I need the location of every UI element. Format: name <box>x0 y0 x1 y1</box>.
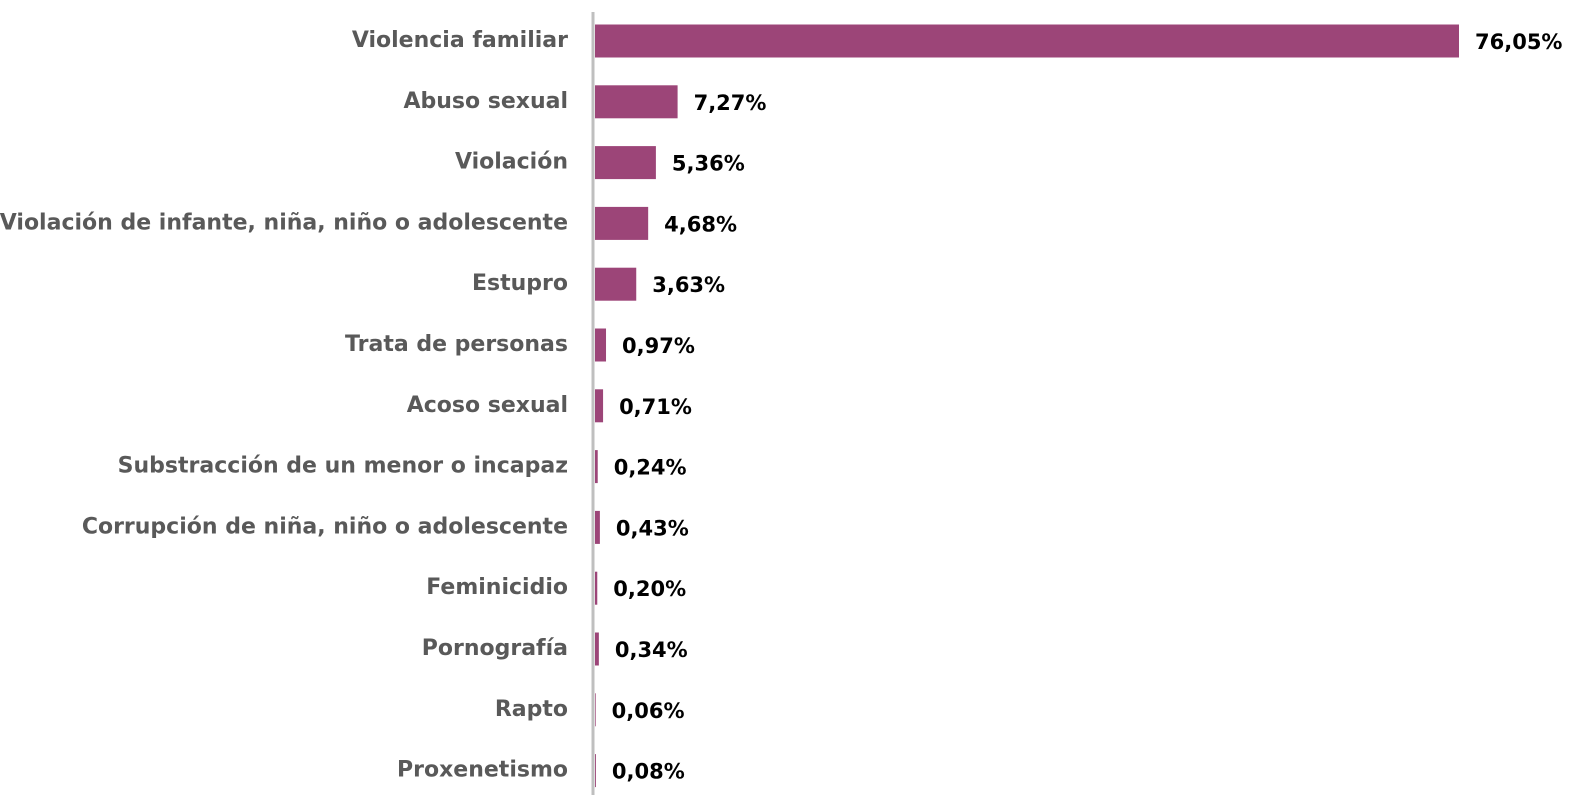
value-label: 0,06% <box>612 699 685 723</box>
category-label: Abuso sexual <box>403 89 568 114</box>
bar <box>595 450 598 484</box>
bar <box>595 754 596 788</box>
category-label: Acoso sexual <box>407 393 568 418</box>
value-label: 0,71% <box>619 395 692 419</box>
category-label: Trata de personas <box>345 332 568 357</box>
value-label: 0,24% <box>614 456 687 480</box>
category-label: Violación <box>455 150 568 175</box>
bar <box>595 85 678 119</box>
bar <box>595 267 637 301</box>
category-label: Substracción de un menor o incapaz <box>118 454 568 479</box>
bar <box>595 146 656 180</box>
category-label: Feminicidio <box>426 575 568 600</box>
value-label: 7,27% <box>694 91 767 115</box>
value-label: 0,97% <box>622 334 695 358</box>
value-label: 5,36% <box>672 152 745 176</box>
bar <box>595 328 607 362</box>
category-label: Corrupción de niña, niño o adolescente <box>82 514 568 539</box>
bar <box>595 693 596 727</box>
category-label: Proxenetismo <box>397 758 568 783</box>
bar <box>595 571 598 605</box>
category-label: Pornografía <box>422 636 568 661</box>
value-label: 76,05% <box>1475 30 1562 54</box>
value-label: 4,68% <box>664 212 737 236</box>
bar <box>595 389 604 423</box>
value-label: 3,63% <box>652 273 725 297</box>
category-label: Estupro <box>472 271 568 296</box>
value-label: 0,34% <box>615 638 688 662</box>
value-label: 0,43% <box>616 516 689 540</box>
bar <box>595 632 599 666</box>
value-label: 0,08% <box>612 760 685 784</box>
category-label: Violencia familiar <box>352 28 568 53</box>
bar <box>595 206 649 240</box>
value-label: 0,20% <box>613 577 686 601</box>
category-label: Rapto <box>495 697 568 722</box>
bar <box>595 24 1459 58</box>
bar <box>595 510 600 544</box>
category-label: Violación de infante, niña, niño o adole… <box>0 210 568 235</box>
